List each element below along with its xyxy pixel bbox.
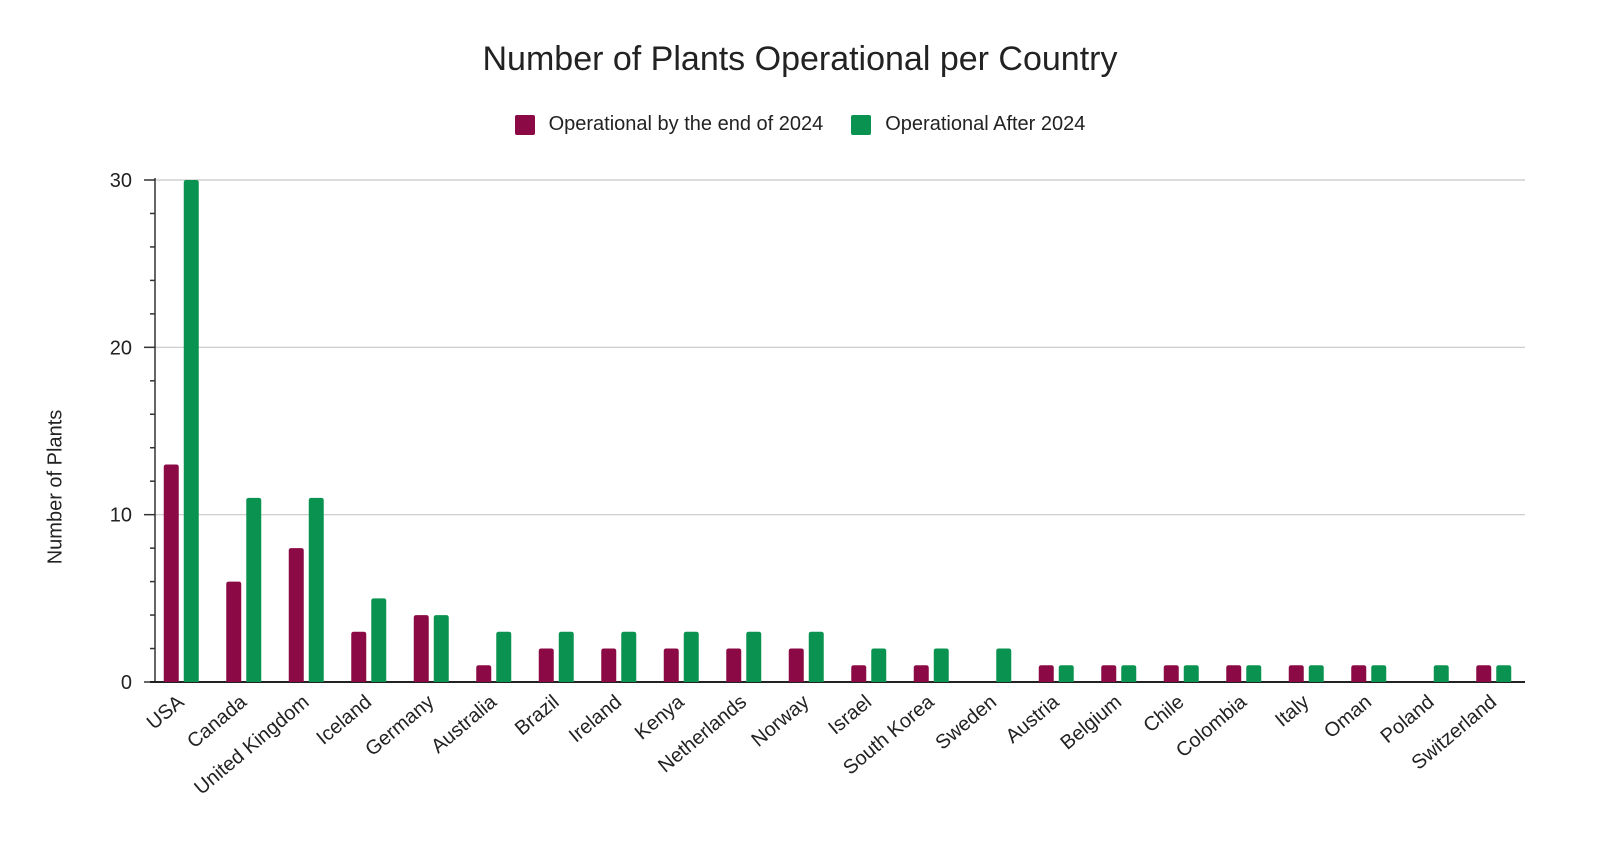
bar-series-1 xyxy=(1351,665,1367,682)
bar-series-1 xyxy=(538,648,554,682)
x-tick-label: Australia xyxy=(427,690,501,757)
x-tick-label: Ireland xyxy=(565,691,626,747)
bar-series-1 xyxy=(1038,665,1054,682)
bar-series-2 xyxy=(1058,665,1074,682)
bar-series-1 xyxy=(1163,665,1179,682)
bar-series-1 xyxy=(351,631,367,682)
bar-series-1 xyxy=(663,648,679,682)
bar-series-2 xyxy=(558,631,574,682)
bar-series-1 xyxy=(226,581,242,682)
bar-series-2 xyxy=(308,497,324,682)
legend-item-series-1[interactable]: Operational by the end of 2024 xyxy=(514,113,824,136)
bar-series-2 xyxy=(496,631,512,682)
x-tick-label: Chile xyxy=(1139,691,1188,737)
bar-series-1 xyxy=(726,648,742,682)
y-tick-label: 30 xyxy=(110,170,132,192)
legend-label-series-2: Operational After 2024 xyxy=(885,113,1086,135)
bar-series-1 xyxy=(163,464,179,682)
x-tick-label: Oman xyxy=(1320,691,1376,743)
bar-series-2 xyxy=(1496,665,1512,682)
bar-series-2 xyxy=(1308,665,1324,682)
bar-series-2 xyxy=(933,648,949,682)
x-tick-label: Sweden xyxy=(931,691,1001,754)
bar-series-2 xyxy=(683,631,699,682)
x-tick-label: Kenya xyxy=(631,690,689,744)
bar-series-2 xyxy=(996,648,1012,682)
bar-series-1 xyxy=(601,648,617,682)
y-tick-label: 20 xyxy=(110,337,132,359)
x-tick-label: United Kingdom xyxy=(190,691,313,799)
bar-series-2 xyxy=(1371,665,1387,682)
bar-series-2 xyxy=(246,497,262,682)
bar-series-2 xyxy=(1433,665,1449,682)
bar-series-1 xyxy=(413,615,429,682)
bar-series-1 xyxy=(1101,665,1117,682)
bar-series-2 xyxy=(621,631,637,682)
x-tick-label: USA xyxy=(143,691,189,735)
bar-series-2 xyxy=(871,648,887,682)
legend-swatch-series-1 xyxy=(514,114,535,135)
bar-series-1 xyxy=(288,548,304,682)
bar-series-2 xyxy=(371,598,387,682)
bar-series-1 xyxy=(851,665,867,682)
bar-series-2 xyxy=(1246,665,1262,682)
x-tick-label: Austria xyxy=(1002,690,1064,747)
y-tick-label: 10 xyxy=(110,505,132,527)
bar-series-1 xyxy=(476,665,492,682)
y-tick-label: 0 xyxy=(121,672,132,694)
x-tick-label: Brazil xyxy=(511,691,563,740)
chart-title: Number of Plants Operational per Country xyxy=(482,40,1118,78)
bar-series-2 xyxy=(746,631,762,682)
bar-series-2 xyxy=(433,615,449,682)
x-tick-label: Israel xyxy=(824,691,876,739)
x-tick-label: Colombia xyxy=(1172,690,1252,762)
bar-series-2 xyxy=(1121,665,1137,682)
bar-series-1 xyxy=(1288,665,1304,682)
bar-series-1 xyxy=(913,665,929,682)
x-tick-label: Belgium xyxy=(1056,691,1126,754)
legend-item-series-2[interactable]: Operational After 2024 xyxy=(851,113,1085,136)
legend-swatch-series-2 xyxy=(851,114,872,135)
legend-label-series-1: Operational by the end of 2024 xyxy=(548,113,824,135)
x-tick-label: Norway xyxy=(747,691,813,751)
bar-series-1 xyxy=(1476,665,1492,682)
legend: Operational by the end of 2024 Operation… xyxy=(0,113,1600,136)
bar-series-2 xyxy=(183,180,199,682)
bar-series-1 xyxy=(788,648,804,682)
x-tick-label: Italy xyxy=(1271,691,1313,731)
bar-series-2 xyxy=(1183,665,1199,682)
x-tick-label: Germany xyxy=(361,691,438,761)
bar-series-2 xyxy=(808,631,824,682)
bar-series-1 xyxy=(1226,665,1242,682)
